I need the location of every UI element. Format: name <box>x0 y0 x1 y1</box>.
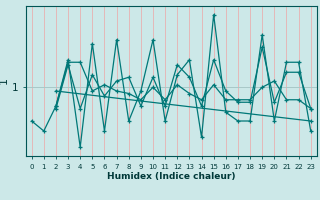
X-axis label: Humidex (Indice chaleur): Humidex (Indice chaleur) <box>107 172 236 181</box>
Y-axis label: 1: 1 <box>0 77 9 84</box>
